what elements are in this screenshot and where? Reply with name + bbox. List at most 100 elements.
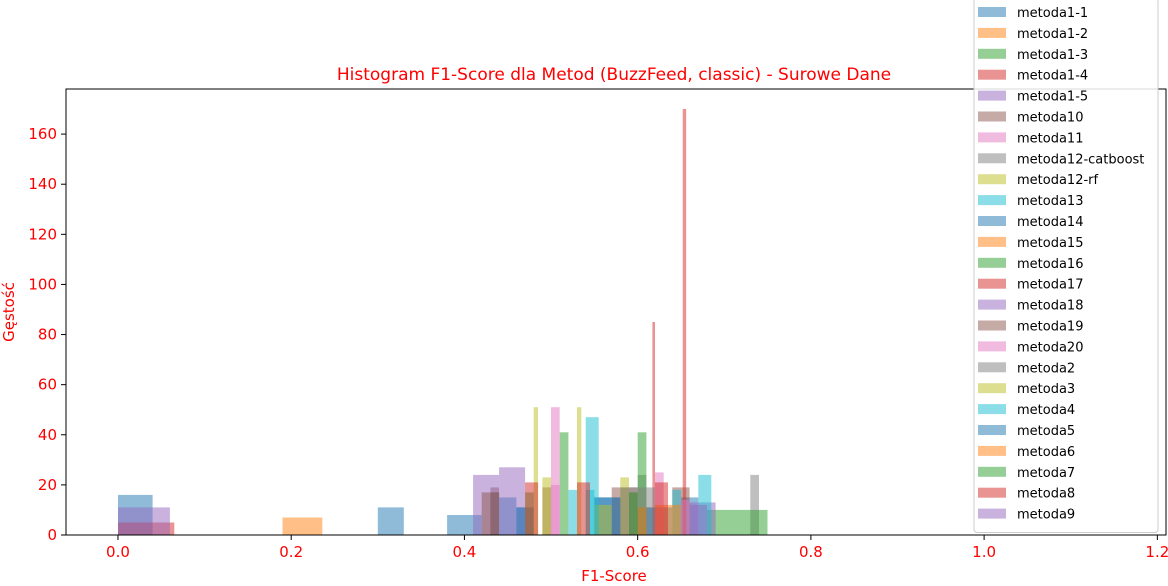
legend-swatch <box>978 27 1006 38</box>
histogram-bar-metoda1-5-0 <box>118 507 153 535</box>
legend-label: metoda3 <box>1017 382 1075 397</box>
legend-swatch <box>978 404 1006 415</box>
y-tick-label: 0 <box>47 526 57 544</box>
histogram-bar-metoda12-catboost-2 <box>750 474 759 535</box>
histogram-bar-metoda12-rf-2 <box>542 477 552 535</box>
y-axis-ticks: 0 20 40 60 80 100 120 140 160 <box>28 125 66 544</box>
legend-swatch <box>978 216 1006 226</box>
histogram-bar-metoda16-0 <box>559 432 569 535</box>
legend-label: metoda12-rf <box>1017 173 1099 188</box>
histogram-bar-metoda17-0 <box>652 322 655 535</box>
x-tick-label: 1.0 <box>972 543 996 561</box>
y-tick-label: 100 <box>28 275 57 293</box>
legend-label: metoda19 <box>1017 320 1083 335</box>
legend-label: metoda5 <box>1017 424 1075 439</box>
legend-label: metoda16 <box>1017 257 1083 272</box>
legend-label: metoda14 <box>1017 215 1083 230</box>
legend-label: metoda1-4 <box>1017 69 1088 84</box>
y-tick-label: 80 <box>38 326 57 344</box>
legend-label: metoda18 <box>1017 299 1083 314</box>
legend-label: metoda1-5 <box>1017 90 1088 105</box>
legend-label: metoda13 <box>1017 194 1083 209</box>
legend-swatch <box>978 69 1006 80</box>
legend-swatch <box>978 383 1006 394</box>
legend-swatch <box>978 90 1006 101</box>
histogram-bar-metoda12-rf-0 <box>533 407 538 535</box>
legend-label: metoda17 <box>1017 278 1083 293</box>
legend-label: metoda6 <box>1017 445 1075 460</box>
legend: metoda1-1 metoda1-2 metoda1-3 metoda1-4 meto… <box>973 0 1159 533</box>
legend-label: metoda4 <box>1017 403 1075 418</box>
y-tick-label: 40 <box>38 426 57 444</box>
x-axis-ticks: 0.0 0.2 0.4 0.6 0.8 1.0 1.2 <box>106 535 1168 561</box>
histogram-bar-metoda8-0 <box>525 482 539 535</box>
legend-label: metoda10 <box>1017 111 1083 126</box>
histogram-bar-metoda19-0 <box>481 492 499 535</box>
histogram-bar-metoda5-0 <box>516 507 526 535</box>
histogram-bar-metoda20-0 <box>551 484 560 535</box>
legend-label: metoda2 <box>1017 361 1075 376</box>
histogram-bar-metoda9-0 <box>689 504 707 535</box>
legend-label: metoda1-3 <box>1017 48 1088 63</box>
x-tick-label: 0.0 <box>106 543 130 561</box>
x-tick-label: 0.6 <box>626 543 650 561</box>
legend-label: metoda15 <box>1017 236 1083 251</box>
legend-label: metoda12-catboost <box>1017 152 1144 167</box>
histogram-bar-metoda16-2 <box>706 509 768 535</box>
x-axis-label: F1-Score <box>581 567 647 585</box>
legend-swatch <box>978 508 1006 519</box>
legend-swatch <box>978 174 1006 185</box>
histogram-bar-metoda8-2 <box>655 482 668 535</box>
histogram-bar-metoda20-1 <box>681 499 690 535</box>
x-tick-label: 1.2 <box>1145 543 1168 561</box>
legend-label: metoda20 <box>1017 340 1083 355</box>
histogram-bar-metoda17-1 <box>682 109 687 535</box>
plot-frame <box>65 88 1167 536</box>
y-tick-label: 140 <box>28 175 57 193</box>
legend-swatch <box>978 153 1006 164</box>
histogram-bar-metoda11-0 <box>551 407 560 535</box>
legend-label: metoda8 <box>1017 487 1075 502</box>
histogram-bar-metoda6-0 <box>637 507 647 535</box>
histogram-bar-metoda13-0 <box>568 489 578 535</box>
y-tick-label: 20 <box>38 476 57 494</box>
histogram-bar-metoda12-rf-1 <box>577 407 582 535</box>
chart-title: Histogram F1-Score dla Metod (BuzzFeed, … <box>337 65 891 85</box>
legend-label: metoda11 <box>1017 131 1083 146</box>
bars-layer <box>118 109 768 535</box>
histogram-bar-metoda1-1-1 <box>377 507 404 535</box>
y-tick-label: 60 <box>38 376 57 394</box>
y-axis-label: Gęstość <box>0 282 18 342</box>
x-tick-label: 0.4 <box>452 543 476 561</box>
legend-box <box>973 0 1159 533</box>
legend-swatch <box>978 425 1006 435</box>
legend-swatch <box>978 299 1006 310</box>
y-tick-label: 160 <box>28 125 57 143</box>
legend-label: metoda1-1 <box>1017 6 1088 21</box>
legend-swatch <box>978 320 1006 331</box>
histogram-bar-metoda1-1-2 <box>447 515 482 535</box>
legend-swatch <box>978 132 1006 143</box>
legend-label: metoda9 <box>1017 508 1075 523</box>
x-tick-label: 0.2 <box>279 543 303 561</box>
legend-swatch <box>978 487 1006 498</box>
histogram-bar-metoda7-0 <box>629 492 638 535</box>
legend-label: metoda7 <box>1017 466 1075 481</box>
y-tick-label: 120 <box>28 225 57 243</box>
x-tick-label: 0.8 <box>799 543 823 561</box>
legend-swatch <box>978 278 1006 289</box>
histogram-bar-metoda8-1 <box>577 482 590 535</box>
legend-swatch <box>978 195 1006 206</box>
histogram-bar-metoda1-5-1 <box>152 507 170 535</box>
legend-swatch <box>978 445 1006 456</box>
legend-swatch <box>978 341 1006 352</box>
legend-label: metoda1-2 <box>1017 27 1088 42</box>
histogram-bar-metoda16-1 <box>637 432 647 535</box>
histogram-bar-metoda5-1 <box>611 497 621 535</box>
legend-swatch <box>978 111 1006 122</box>
legend-swatch <box>978 362 1006 373</box>
legend-swatch <box>978 48 1006 59</box>
legend-swatch <box>978 257 1006 268</box>
histogram-bar-metoda1-2-0 <box>282 517 323 535</box>
